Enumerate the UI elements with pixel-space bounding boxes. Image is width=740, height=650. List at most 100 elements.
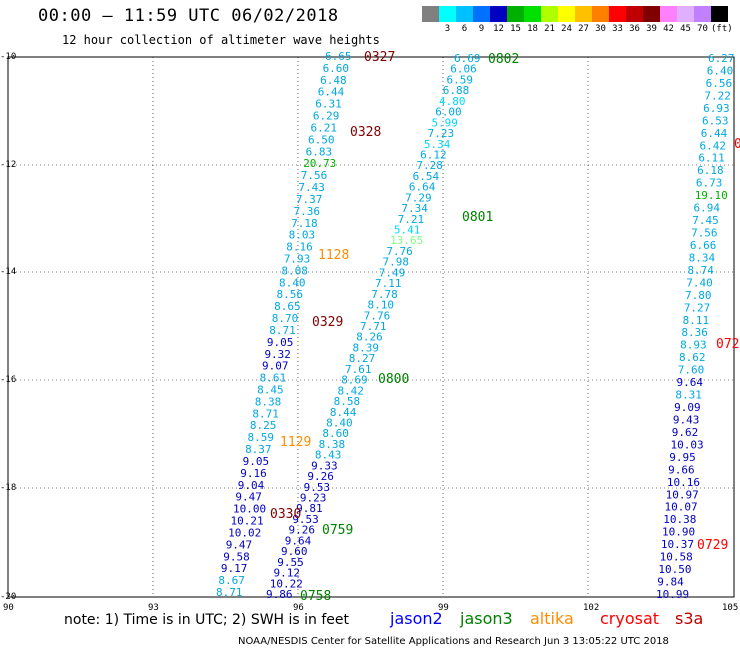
wave-height-value: 8.27 (349, 352, 376, 365)
wave-height-value: 7.45 (692, 214, 719, 227)
wave-height-value: 9.32 (264, 348, 291, 361)
wave-height-value: 9.53 (304, 481, 331, 494)
wave-height-value: 7.49 (379, 266, 406, 279)
wave-height-value: 9.95 (669, 451, 696, 464)
wave-height-value: 10.97 (666, 488, 699, 501)
wave-height-value: 7.29 (405, 191, 432, 204)
satellite-legend-item: altika (530, 609, 574, 628)
wave-height-value: 6.56 (706, 77, 733, 90)
color-scale-tick: 3 (444, 24, 451, 34)
color-scale-labels: 3 6 9 12 15 18 21 24 27 30 33 36 39 42 45 70 (ft) (422, 24, 733, 36)
color-scale-tick: 70 (697, 24, 708, 34)
wave-height-value: 8.31 (675, 389, 702, 402)
pass-time-label: 0801 (462, 210, 493, 225)
wave-height-value: 7.60 (678, 364, 705, 377)
color-swatch (507, 6, 524, 22)
color-swatch (711, 6, 728, 22)
wave-height-value: 6.54 (413, 170, 440, 183)
color-swatch (575, 6, 592, 22)
longitude-label: 99 (438, 603, 449, 613)
color-swatch (490, 6, 507, 22)
wave-height-value: 8.34 (689, 251, 716, 264)
color-swatch (558, 6, 575, 22)
wave-height-value: 5.41 (394, 224, 421, 237)
wave-height-value: 6.00 (435, 106, 462, 119)
wave-height-value: 10.90 (662, 526, 695, 539)
satellite-legend-item: cryosat (600, 609, 660, 628)
wave-height-value: 8.36 (681, 326, 708, 339)
pass-time-label: 0759 (322, 523, 353, 538)
wave-height-value: 6.69 (454, 52, 481, 65)
wave-height-value: 8.08 (281, 264, 308, 277)
pass-time-label: 0729 (697, 538, 728, 553)
wave-height-value: 8.70 (272, 312, 299, 325)
color-swatch (694, 6, 711, 22)
wave-height-value: 8.60 (322, 427, 349, 440)
pass-time-label: 0327 (364, 50, 395, 65)
wave-height-value: 4.80 (439, 95, 466, 108)
wave-height-value: 6.93 (703, 102, 730, 115)
wave-height-value: 6.42 (700, 139, 727, 152)
wave-height-value: 6.83 (306, 145, 333, 158)
wave-height-value: 6.12 (420, 148, 447, 161)
wave-height-value: 6.73 (696, 177, 723, 190)
pass-time-label: 0800 (378, 372, 409, 387)
latitude-label: -20 (0, 592, 17, 602)
wave-height-value: 9.04 (238, 479, 265, 492)
map-frame (7, 56, 735, 598)
wave-height-value: 9.33 (311, 459, 338, 472)
wave-height-value: 10.38 (663, 513, 696, 526)
wave-height-value: 10.58 (660, 551, 693, 564)
wave-height-value: 6.88 (443, 84, 470, 97)
latitude-label: -16 (0, 375, 17, 385)
wave-height-value: 9.62 (672, 426, 699, 439)
wave-height-value: 6.21 (310, 121, 337, 134)
wave-height-value: 8.61 (260, 372, 287, 385)
wave-height-value: 8.43 (315, 449, 342, 462)
wave-height-value: 8.65 (274, 300, 301, 313)
wave-height-value: 7.78 (371, 288, 398, 301)
wave-height-value: 8.40 (326, 416, 353, 429)
wave-height-value: 6.44 (318, 86, 345, 99)
wave-height-value: 8.93 (680, 339, 707, 352)
wave-height-value: 9.05 (243, 455, 270, 468)
wave-height-value: 7.22 (704, 89, 731, 102)
wave-height-value: 8.16 (286, 241, 313, 254)
wave-height-value: 8.62 (679, 351, 706, 364)
wave-height-value: 7.76 (386, 245, 413, 258)
wave-height-value: 9.12 (274, 567, 301, 580)
wave-height-value: 8.56 (277, 288, 304, 301)
pass-time-label: 0329 (312, 315, 343, 330)
wave-height-value: 13.65 (390, 234, 423, 247)
wave-height-value: 7.28 (416, 159, 443, 172)
wave-height-value: 7.23 (428, 127, 455, 140)
pass-time-label: 0330 (270, 507, 301, 522)
wave-height-value: 10.07 (664, 501, 697, 514)
wave-height-value: 8.67 (218, 574, 245, 587)
satellite-legend-item: jason3 (460, 609, 513, 628)
color-swatch (524, 6, 541, 22)
color-swatch (439, 6, 456, 22)
wave-height-value: 9.26 (307, 470, 334, 483)
wave-height-value: 8.71 (252, 407, 278, 420)
color-scale-tick: 33 (612, 24, 623, 34)
wave-height-value: 6.50 (308, 133, 335, 146)
wave-height-value: 8.42 (337, 384, 364, 397)
wave-height-value: 5.99 (431, 116, 458, 129)
wave-height-value: 8.03 (289, 229, 316, 242)
footer-note: note: 1) Time is in UTC; 2) SWH is in fe… (64, 612, 350, 628)
longitude-label: 93 (148, 603, 159, 613)
wave-height-value: 8.10 (368, 299, 395, 312)
color-scale-tick: 39 (646, 24, 657, 34)
pass-time-label: 072 (716, 337, 739, 352)
wave-height-value: 9.58 (223, 550, 250, 563)
pass-time-label: 0 (734, 137, 740, 152)
wave-height-value: 9.60 (281, 545, 308, 558)
color-swatch (660, 6, 677, 22)
wave-height-value: 6.53 (702, 114, 729, 127)
wave-height-value: 8.38 (319, 438, 346, 451)
color-swatch (456, 6, 473, 22)
wave-height-value: 10.02 (228, 526, 261, 539)
wave-height-value: 10.16 (667, 476, 700, 489)
wave-height-value: 8.45 (257, 384, 284, 397)
